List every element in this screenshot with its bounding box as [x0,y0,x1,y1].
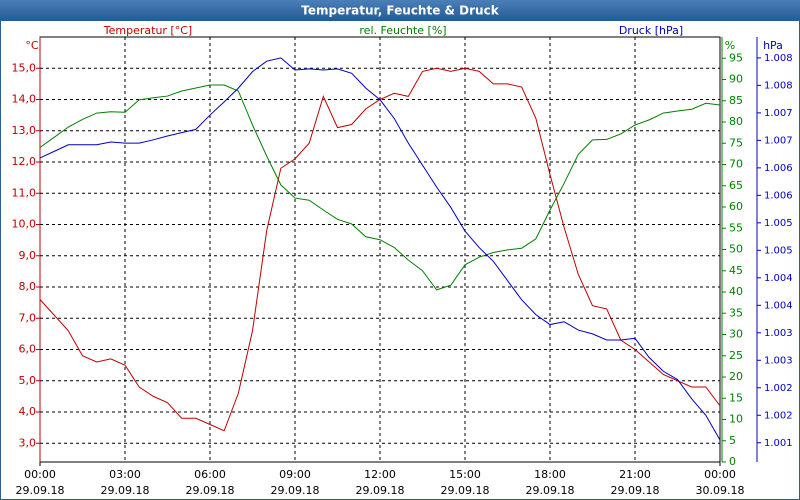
x-tick-date: 29.09.18 [356,484,405,497]
y-tick-label: 12,0 [12,155,37,168]
y-tick-label: 6,0 [19,343,37,356]
y2-tick-label: 95 [729,51,743,64]
y3-tick-label: 1.002 [764,410,793,421]
x-tick-label: 00:00 [704,468,736,481]
y2-tick-label: 25 [729,349,743,362]
y-tick-label: 14,0 [12,93,37,106]
y-axis-title: Temperatur [°C] [103,24,192,37]
x-tick-date: 29.09.18 [101,484,150,497]
y-tick-label: 4,0 [19,405,37,418]
y2-axis-title: rel. Feuchte [%] [359,24,446,37]
y2-tick-label: 45 [729,264,743,277]
y2-tick-label: 40 [729,285,743,298]
y2-tick-label: 70 [729,158,743,171]
y2-tick-label: 5 [729,434,736,447]
y-tick-label: 9,0 [19,249,37,262]
y3-tick-label: 1.004 [764,273,793,284]
y3-tick-label: 1.008 [764,80,793,91]
y-tick-label: 11,0 [12,186,37,199]
y3-tick-label: 1.003 [764,328,793,339]
x-tick-date: 29.09.18 [16,484,65,497]
series-line [39,57,721,441]
title-bar [0,0,800,21]
y3-tick-label: 1.004 [764,300,793,311]
y2-tick-label: 85 [729,94,743,107]
x-tick-date: 29.09.18 [271,484,320,497]
y3-tick-label: 1.006 [764,190,793,201]
y2-tick-label: 50 [729,243,743,256]
y-tick-label: 10,0 [12,218,37,231]
x-tick-label: 00:00 [24,468,56,481]
y3-tick-label: 1.002 [764,383,793,394]
chart-title: Temperatur, Feuchte & Druck [301,4,499,18]
x-tick-label: 21:00 [619,468,651,481]
y2-tick-label: 55 [729,221,743,234]
y2-tick-label: 0 [729,455,736,468]
y2-tick-label: 65 [729,179,743,192]
y2-tick-label: 20 [729,370,743,383]
y3-axis-unit: hPa [763,39,783,52]
y2-tick-label: 15 [729,391,743,404]
y2-tick-label: 75 [729,136,743,149]
y3-tick-label: 1.001 [764,438,793,449]
y3-tick-label: 1.006 [764,163,793,174]
x-tick-label: 09:00 [279,468,311,481]
y3-tick-label: 1.005 [764,218,793,229]
y2-tick-label: 60 [729,200,743,213]
x-tick-label: 15:00 [449,468,481,481]
y-tick-label: 8,0 [19,280,37,293]
y2-tick-label: 35 [729,306,743,319]
x-tick-date: 29.09.18 [441,484,490,497]
y3-tick-label: 1.005 [764,245,793,256]
x-tick-label: 06:00 [194,468,226,481]
y-tick-label: 7,0 [19,311,37,324]
y3-tick-label: 1.007 [764,108,793,119]
x-tick-date: 30.09.18 [696,484,745,497]
y3-tick-label: 1.003 [764,355,793,366]
y2-tick-label: 90 [729,73,743,86]
y2-tick-label: 10 [729,413,743,426]
y2-tick-label: 80 [729,115,743,128]
y2-tick-label: 30 [729,328,743,341]
y3-tick-label: 1.007 [764,135,793,146]
x-tick-label: 18:00 [534,468,566,481]
series-line [39,84,721,291]
y3-axis-title: Druck [hPa] [619,24,683,37]
x-tick-date: 29.09.18 [611,484,660,497]
y2-axis-unit: % [725,39,735,52]
y-axis-unit: °C [25,39,39,52]
x-tick-label: 12:00 [364,468,396,481]
x-tick-label: 03:00 [109,468,141,481]
y3-tick-label: 1.008 [764,53,793,64]
y-tick-label: 13,0 [12,124,37,137]
y-tick-label: 3,0 [19,436,37,449]
y-tick-label: 15,0 [12,61,37,74]
x-tick-date: 29.09.18 [186,484,235,497]
y-tick-label: 5,0 [19,374,37,387]
x-tick-date: 29.09.18 [526,484,575,497]
